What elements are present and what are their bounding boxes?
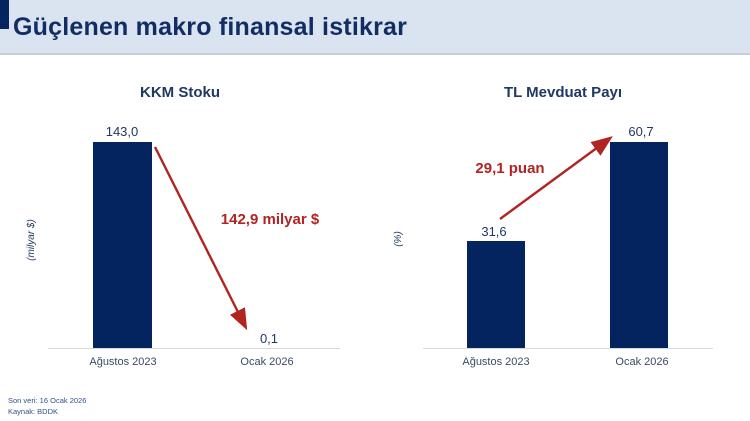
chart-title-tl-mevduat: TL Mevduat Payı xyxy=(503,84,623,101)
bar-tl-agustos-2023 xyxy=(467,241,525,349)
decrease-annotation-label: 142,9 milyar $ xyxy=(220,211,320,228)
category-label: Ocak 2026 xyxy=(240,356,294,368)
footer: Son veri: 16 Ocak 2026 Kaynak: BDDK xyxy=(8,396,86,417)
x-axis-baseline xyxy=(48,348,340,349)
header-band: Güçlenen makro finansal istikrar xyxy=(0,0,750,55)
y-axis-label-kkm: (milyar $) xyxy=(26,219,37,261)
category-label: Ağustos 2023 xyxy=(89,356,157,368)
y-axis-label-tl: (%) xyxy=(393,231,404,247)
bar-value-label: 31,6 xyxy=(481,224,507,239)
category-label: Ocak 2026 xyxy=(615,356,669,368)
bar-tl-ocak-2026 xyxy=(610,142,668,349)
page-title: Güçlenen makro finansal istikrar xyxy=(13,13,408,41)
decrease-arrow xyxy=(153,146,248,331)
chart-title-kkm: KKM Stoku xyxy=(140,84,220,101)
header-accent-bar xyxy=(0,0,9,29)
bar-value-label: 60,7 xyxy=(628,124,654,139)
category-label: Ağustos 2023 xyxy=(462,356,530,368)
x-axis-baseline xyxy=(423,348,713,349)
bar-kkm-agustos-2023 xyxy=(93,142,152,349)
footer-source: Kaynak: BDDK xyxy=(8,406,59,416)
bar-value-label: 0,1 xyxy=(259,331,279,346)
increase-arrow xyxy=(499,136,613,220)
increase-annotation-label: 29,1 puan xyxy=(475,160,545,177)
footer-last-data: Son veri: 16 Ocak 2026 xyxy=(8,396,87,405)
bar-value-label: 143,0 xyxy=(105,124,139,139)
